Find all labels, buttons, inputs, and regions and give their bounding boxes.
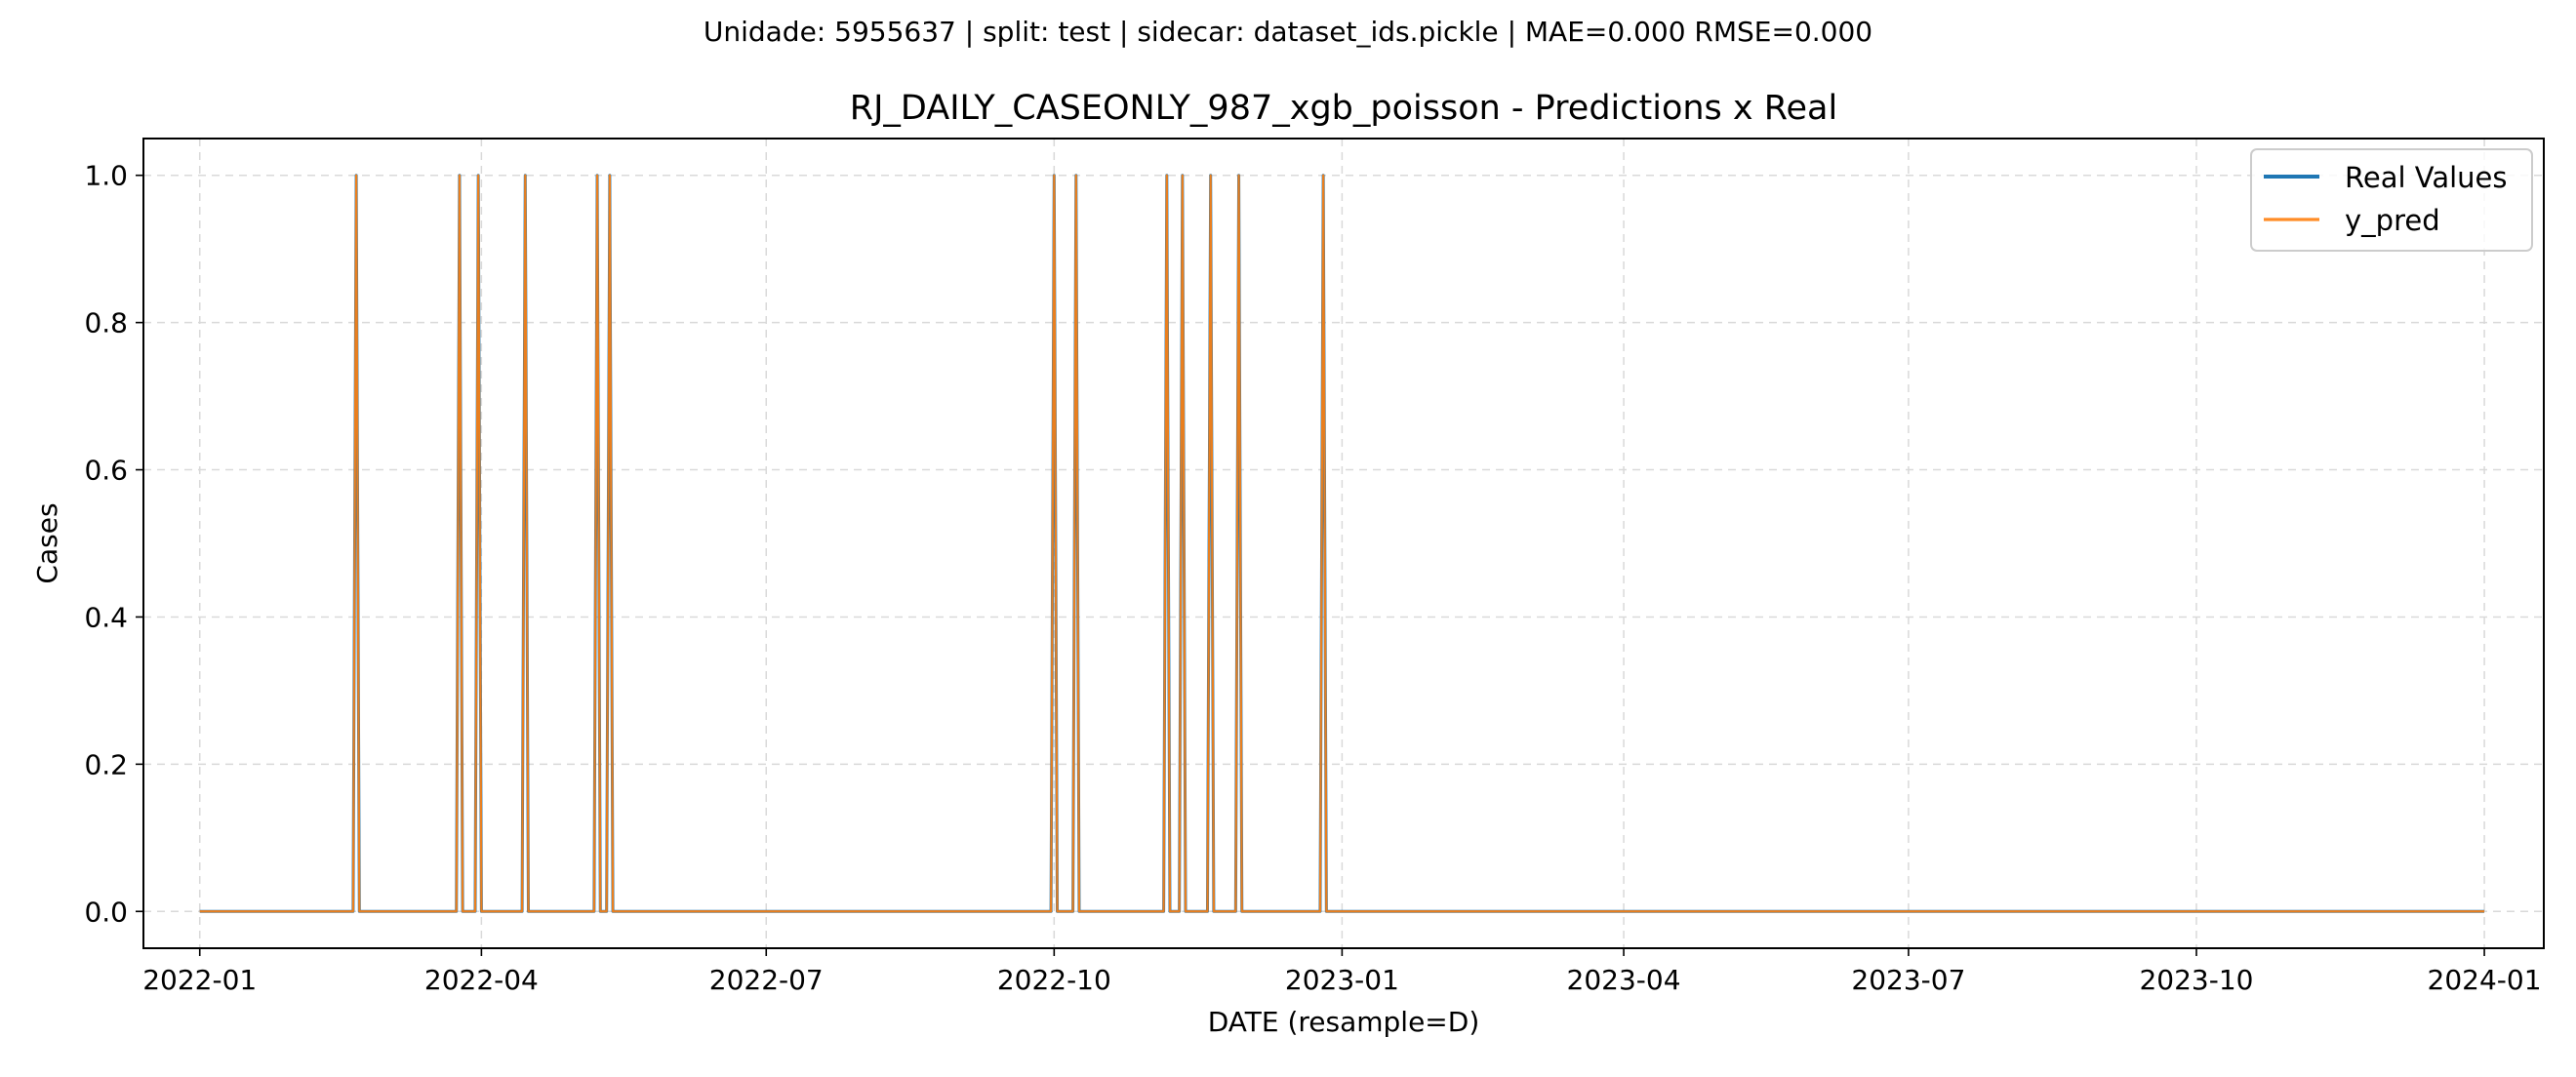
x-tick-label: 2024-01: [2428, 964, 2542, 996]
x-tick-label: 2022-01: [142, 964, 257, 996]
x-tick-label: 2023-10: [2139, 964, 2253, 996]
y-tick-label: 0.8: [84, 307, 128, 339]
series-line-y-pred: [199, 174, 2485, 913]
y-tick-label: 0.6: [84, 455, 128, 487]
y-tick-label: 0.4: [84, 601, 128, 633]
x-tick-label: 2022-04: [424, 964, 539, 996]
y-tick-label: 0.0: [84, 896, 128, 928]
series-layer: [199, 174, 2485, 913]
chart-suptitle: Unidade: 5955637 | split: test | sidecar…: [704, 16, 1872, 48]
x-tick-layer: 2022-01 2022-04 2022-07 2022-10 2023-01 2023-…: [142, 948, 2542, 996]
grid-layer: [143, 139, 2544, 948]
legend-label-real-values: Real Values: [2345, 161, 2507, 194]
chart-title: RJ_DAILY_CASEONLY_987_xgb_poisson - Pred…: [850, 89, 1837, 128]
legend: Real Values y_pred: [2250, 148, 2533, 252]
y-tick-layer: 0.0 0.2 0.4 0.6 0.8 1.0: [84, 160, 143, 928]
plot-frame: [142, 138, 2545, 949]
legend-box: [2250, 148, 2533, 252]
x-tick-label: 2022-07: [709, 964, 824, 996]
y-tick-label: 0.2: [84, 748, 128, 780]
y-tick-label: 1.0: [84, 160, 128, 192]
x-tick-label: 2023-01: [1285, 964, 1399, 996]
y-axis-label: Cases: [31, 502, 63, 583]
x-axis-label: DATE (resample=D): [1208, 1006, 1480, 1038]
x-tick-label: 2022-10: [997, 964, 1111, 996]
legend-label-y-pred: y_pred: [2345, 204, 2440, 237]
x-tick-label: 2023-04: [1567, 964, 1681, 996]
x-tick-label: 2023-07: [1851, 964, 1965, 996]
